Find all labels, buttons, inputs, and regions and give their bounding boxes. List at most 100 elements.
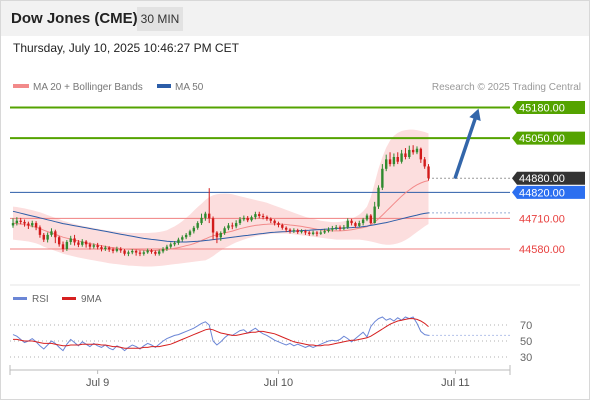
candle-body [227, 225, 230, 229]
candle-body [169, 244, 172, 247]
candle-body [38, 227, 42, 235]
candle-body [365, 215, 369, 220]
candle-body [273, 220, 276, 224]
candle-body [46, 234, 49, 240]
candle-body [208, 213, 211, 219]
ma9-legend-label: 9MA [81, 294, 102, 305]
candle-body [177, 239, 180, 243]
candle-body [284, 227, 288, 230]
copyright-text: Research © 2025 Trading Central [432, 82, 581, 93]
candle-body [69, 238, 72, 242]
candle-body [411, 149, 415, 153]
candle-body [50, 231, 53, 235]
candle-body [311, 232, 315, 234]
target-price-tag: 45050.00 [519, 133, 565, 145]
candle-body [238, 219, 242, 224]
candle-body [319, 232, 322, 234]
forecast-arrow-head [469, 108, 481, 121]
candle-body [327, 229, 330, 232]
support-price-label: 44710.00 [519, 213, 565, 225]
candle-body [54, 231, 57, 238]
x-axis: Jul 9 Jul 10 Jul 11 [9, 365, 511, 389]
candle-body [131, 250, 134, 253]
candle-body [350, 220, 353, 224]
candle-body [127, 252, 130, 254]
candle-body [188, 231, 192, 235]
interval-button[interactable]: 30 MIN [137, 7, 183, 31]
candle-body [211, 218, 215, 233]
candle-body [258, 214, 261, 216]
candle-body [354, 223, 357, 226]
candle-body [119, 249, 122, 251]
candle-body [288, 229, 292, 232]
target-price-tag: 45180.00 [519, 102, 565, 114]
rsi-line [12, 316, 429, 352]
candle-body [265, 216, 269, 219]
candle-body [423, 159, 426, 167]
candle-body [192, 227, 196, 232]
candle-body [115, 249, 119, 251]
candle-body [392, 157, 396, 165]
candle-body [427, 166, 430, 179]
forecast-arrow [453, 108, 481, 179]
candle-body [138, 252, 142, 254]
candle-body [361, 219, 365, 224]
candle-body [42, 234, 45, 240]
ma50-legend-label: MA 50 [175, 82, 204, 93]
candle-body [234, 223, 238, 227]
x-tick-label: Jul 11 [441, 377, 470, 389]
rsi-ma9-line [13, 318, 429, 349]
candle-body [277, 223, 280, 225]
target-price-tag-bg [512, 131, 585, 145]
candle-body [231, 225, 234, 227]
candle-body [173, 242, 176, 245]
candle-body [96, 245, 99, 248]
candle-body [107, 247, 111, 250]
candle-body [100, 247, 103, 250]
candle-body [415, 148, 419, 153]
candle-body [31, 223, 34, 226]
candle-body [81, 241, 84, 245]
candle-body [11, 223, 15, 226]
x-tick-label: Jul 10 [264, 377, 293, 389]
rsi-legend-swatch [13, 297, 27, 300]
pivot-price-tag-bg [512, 185, 585, 199]
candle-body [281, 224, 284, 228]
candle-body [292, 230, 296, 232]
candle-body [165, 246, 169, 250]
candle-body [196, 223, 199, 228]
candle-body [223, 228, 226, 233]
candle-body [150, 250, 153, 252]
candle-body [377, 187, 380, 207]
support-price-label: 44580.00 [519, 244, 565, 256]
last-price-tag-bg [512, 171, 585, 185]
candle-body [396, 157, 399, 162]
bollinger-band [13, 129, 429, 267]
candle-body [65, 241, 69, 250]
candle-body [246, 217, 249, 221]
candle-body [269, 218, 272, 221]
candle-body [388, 159, 392, 165]
candle-body [346, 220, 349, 228]
candle-body [315, 232, 319, 234]
candle-body [123, 250, 126, 254]
candle-body [88, 244, 92, 247]
ma50-legend-swatch [157, 84, 171, 88]
price-tags: 45180.00 45050.00 44880.00 44820.00 44710.00… [512, 100, 585, 256]
candle-body [304, 231, 307, 233]
candle-body [242, 217, 246, 220]
target-price-tag-bg [512, 100, 585, 114]
price-levels [10, 106, 510, 250]
candle-body [404, 153, 407, 157]
ma20-legend-swatch [13, 84, 29, 88]
candle-body [419, 148, 423, 160]
symbol-title: Dow Jones (CME) [11, 10, 138, 27]
candle-body [400, 153, 403, 162]
candle-body [308, 232, 311, 234]
candle-body [154, 251, 157, 254]
candlesticks [11, 145, 430, 257]
candle-body [323, 231, 326, 233]
candle-body [158, 251, 161, 254]
candle-body [200, 217, 203, 224]
candle-body [331, 228, 334, 230]
